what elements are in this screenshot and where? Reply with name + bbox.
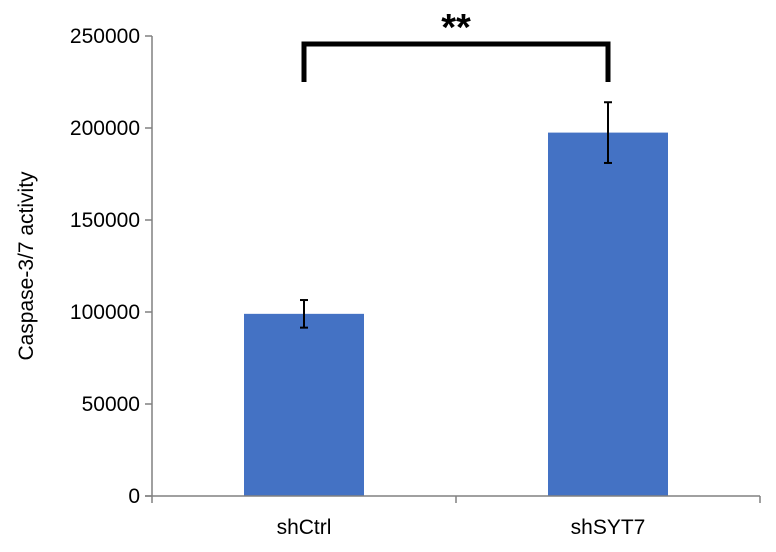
significance-bracket — [301, 41, 611, 82]
x-tick-label-shSYT7: shSYT7 — [571, 516, 646, 539]
significance-label: ** — [441, 7, 471, 49]
bar-shCtrl — [244, 313, 364, 496]
y-tick-label: 50000 — [82, 393, 140, 416]
labels-layer: 0 50000 100000 150000 200000 250000 shCtrl shSY… — [15, 25, 645, 539]
y-tick-label: 150000 — [70, 209, 140, 232]
y-axis-title: Caspase-3/7 activity — [15, 171, 38, 361]
error-bar-shSYT7 — [604, 101, 612, 164]
y-tick-label: 200000 — [70, 117, 140, 140]
error-bars-layer — [300, 101, 612, 329]
x-tick-label-shCtrl: shCtrl — [277, 516, 332, 539]
bar-shSYT7 — [548, 132, 668, 496]
y-tick-label: 0 — [128, 485, 140, 508]
y-tick-label: 250000 — [70, 25, 140, 48]
axes-layer — [145, 35, 761, 503]
error-bar-shCtrl — [300, 299, 308, 329]
y-tick-label: 100000 — [70, 301, 140, 324]
significance-layer: ** — [301, 7, 611, 82]
bars-layer — [244, 132, 668, 496]
